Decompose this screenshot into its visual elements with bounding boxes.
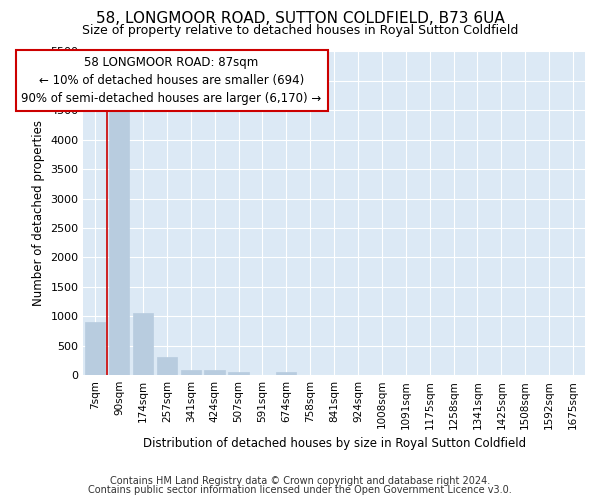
Text: 58, LONGMOOR ROAD, SUTTON COLDFIELD, B73 6UA: 58, LONGMOOR ROAD, SUTTON COLDFIELD, B73… [95, 11, 505, 26]
Y-axis label: Number of detached properties: Number of detached properties [32, 120, 44, 306]
Bar [157, 358, 177, 375]
X-axis label: Distribution of detached houses by size in Royal Sutton Coldfield: Distribution of detached houses by size … [143, 437, 526, 450]
Text: Contains public sector information licensed under the Open Government Licence v3: Contains public sector information licen… [88, 485, 512, 495]
Bar [276, 372, 296, 375]
Bar [229, 372, 248, 375]
Text: Size of property relative to detached houses in Royal Sutton Coldfield: Size of property relative to detached ho… [82, 24, 518, 37]
Bar [85, 322, 105, 375]
Bar [133, 314, 153, 375]
Bar [181, 370, 201, 375]
Bar [109, 104, 129, 375]
Text: Contains HM Land Registry data © Crown copyright and database right 2024.: Contains HM Land Registry data © Crown c… [110, 476, 490, 486]
Bar [205, 370, 225, 375]
Text: 58 LONGMOOR ROAD: 87sqm
← 10% of detached houses are smaller (694)
90% of semi-d: 58 LONGMOOR ROAD: 87sqm ← 10% of detache… [22, 56, 322, 105]
